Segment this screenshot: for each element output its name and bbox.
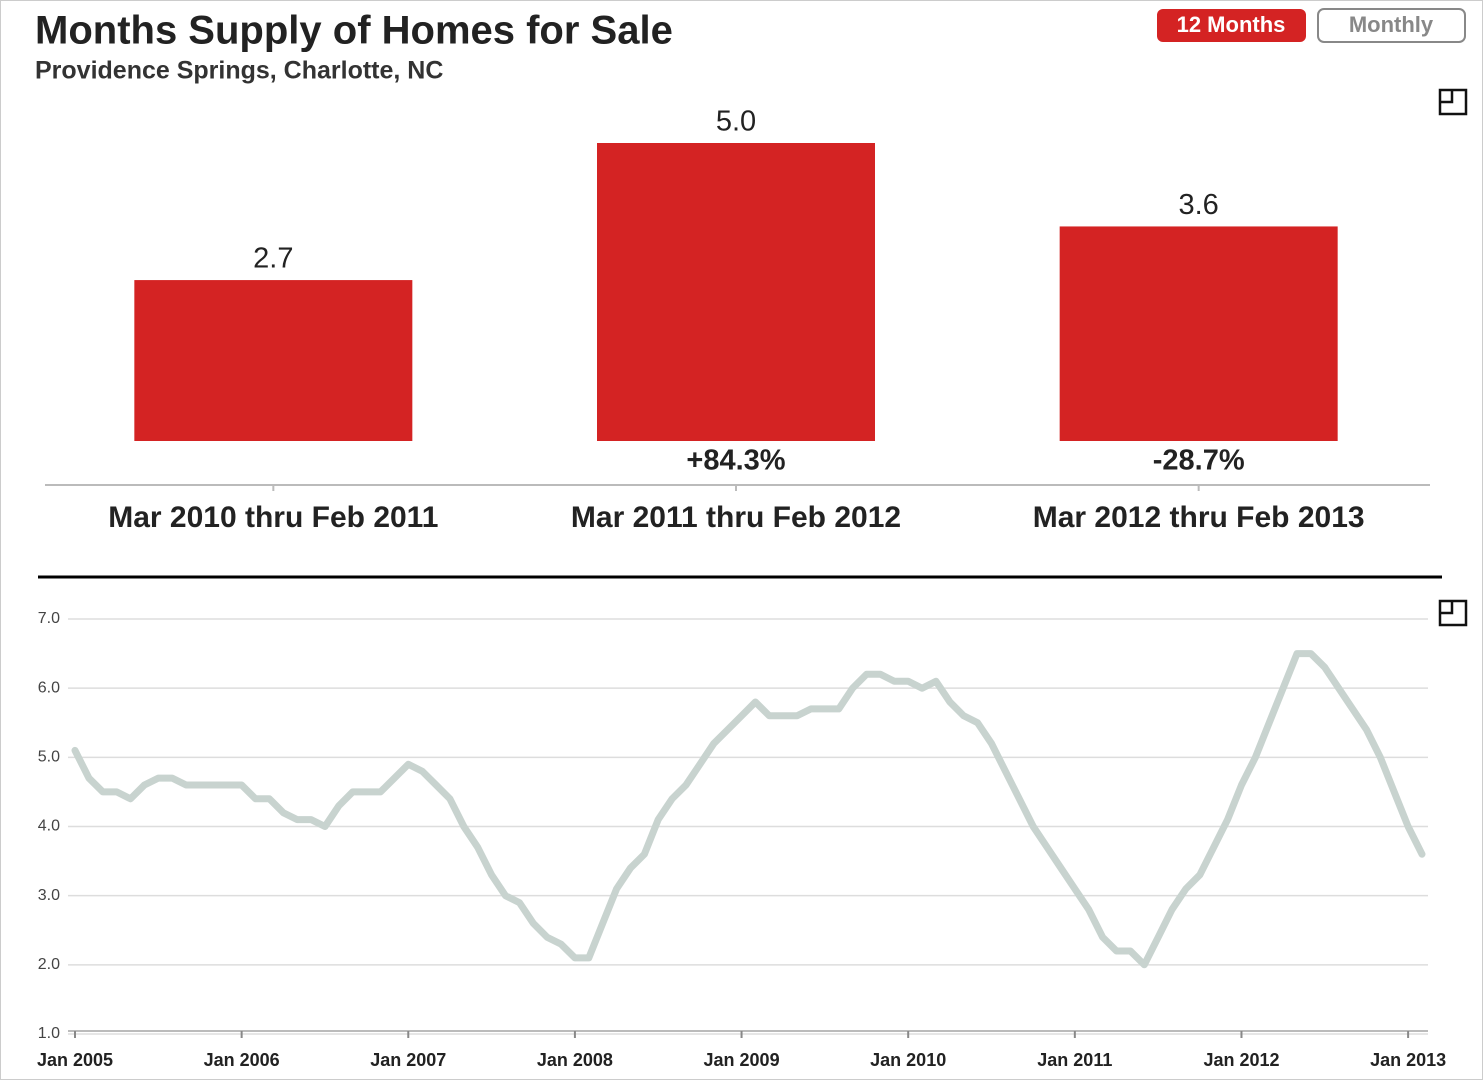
button-bg[interactable]: [1157, 9, 1306, 42]
y-tick-label: 6.0: [38, 679, 60, 696]
x-tick-label: Jan 2012: [1203, 1050, 1279, 1070]
bar: [1059, 226, 1338, 441]
y-tick-label: 2.0: [38, 956, 60, 973]
y-tick-label: 7.0: [38, 610, 60, 627]
line: [71, 650, 1426, 969]
button-label[interactable]: 12 Months: [1177, 12, 1286, 37]
x-tick-label: Jan 2006: [204, 1050, 280, 1070]
x-tick-label: Jan 2013: [1370, 1050, 1446, 1070]
x-tick-label: Mar 2011 thru Feb 2012: [571, 501, 901, 534]
x-tick-label: Jan 2008: [537, 1050, 613, 1070]
subtitle: Providence Springs, Charlotte, NC: [35, 57, 443, 85]
y-tick-label: 1.0: [38, 1025, 60, 1042]
x-tick-label: Jan 2005: [37, 1050, 113, 1070]
button-monthly[interactable]: Monthly: [1317, 8, 1466, 43]
value-label: 3.6: [1179, 189, 1219, 221]
button-bg[interactable]: [1317, 8, 1466, 43]
x-tick-label: Mar 2012 thru Feb 2013: [1033, 501, 1365, 534]
y-tick-label: 5.0: [38, 749, 60, 766]
icon-inner[interactable]: [1440, 90, 1454, 104]
expand-icon[interactable]: [1438, 599, 1468, 627]
icon-inner[interactable]: [1440, 601, 1454, 615]
x-tick-label: Jan 2010: [870, 1050, 946, 1070]
change-label: -28.7%: [1153, 445, 1245, 477]
x-tick-label: Jan 2011: [1037, 1050, 1112, 1070]
y-tick-label: 4.0: [38, 818, 60, 835]
x-tick-label: Jan 2009: [704, 1050, 780, 1070]
bar: [134, 280, 413, 441]
title: Months Supply of Homes for Sale: [35, 9, 673, 53]
x-tick-label: Jan 2007: [370, 1050, 446, 1070]
value-label: 2.7: [253, 243, 293, 275]
value-label: 5.0: [716, 106, 756, 138]
button-12-months[interactable]: 12 Months: [1157, 9, 1306, 42]
button-label[interactable]: Monthly: [1349, 12, 1434, 37]
bar: [597, 143, 875, 441]
change-label: +84.3%: [686, 445, 785, 477]
expand-icon[interactable]: [1438, 88, 1468, 116]
y-tick-label: 3.0: [38, 887, 60, 904]
x-tick-label: Mar 2010 thru Feb 2011: [108, 501, 438, 534]
